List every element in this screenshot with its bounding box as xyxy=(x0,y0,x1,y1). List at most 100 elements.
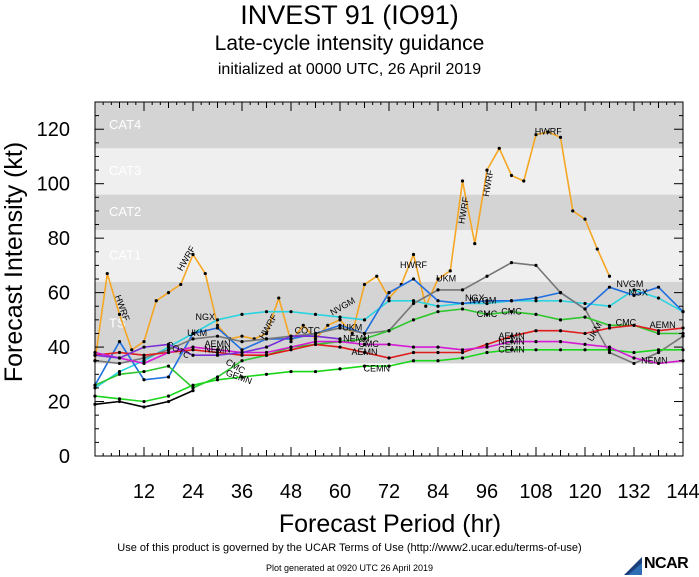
data-point-nvgm xyxy=(387,299,391,303)
data-point-gemn xyxy=(166,399,171,404)
model-label-ngx: NGX xyxy=(195,312,215,322)
data-point-ngx xyxy=(117,340,122,344)
band-cat2 xyxy=(95,194,683,230)
data-point-nvgm xyxy=(338,315,342,319)
data-point-nemn xyxy=(558,340,563,344)
data-point-nemn xyxy=(656,361,661,366)
data-point-gemn xyxy=(117,399,122,404)
data-point-aemn xyxy=(607,326,612,330)
data-point-nemn xyxy=(632,356,636,360)
data-point-aemn xyxy=(485,342,489,346)
data-point-hwrf xyxy=(338,318,342,322)
data-point-hwrf xyxy=(203,271,207,276)
data-point-aemn xyxy=(338,345,342,349)
data-point-hwrf xyxy=(375,274,379,278)
data-point-nemn xyxy=(607,345,612,349)
data-point-cemn xyxy=(240,375,244,379)
data-point-cemn xyxy=(289,369,293,374)
model-label-hwrf: HWRF xyxy=(456,196,471,225)
data-point-cemn xyxy=(436,359,440,363)
data-point-aemn xyxy=(142,353,146,357)
data-point-nemn xyxy=(362,342,367,346)
model-label-ukm: UKM xyxy=(342,323,362,333)
data-point-hwrf xyxy=(571,209,575,213)
data-point-aemn xyxy=(362,350,367,355)
data-point-nemn xyxy=(534,340,538,344)
data-point-cotc xyxy=(264,345,269,349)
data-point-hwrf xyxy=(105,271,109,276)
data-point-hwrf xyxy=(558,135,563,139)
x-tick-label: 108 xyxy=(519,481,552,503)
data-point-nvgm xyxy=(117,369,122,374)
data-point-cmc xyxy=(460,307,465,311)
data-point-aemn xyxy=(558,329,563,333)
data-point-nemn xyxy=(166,350,171,355)
data-point-ukm xyxy=(485,274,489,278)
data-point-hwrf xyxy=(387,296,391,300)
data-point-cotc xyxy=(313,334,318,338)
data-point-ngx xyxy=(460,301,465,306)
model-label-cotc: COTC xyxy=(295,325,321,335)
data-point-ngx xyxy=(215,326,220,330)
model-label-nvgm: NVGM xyxy=(616,279,643,289)
data-point-ukm xyxy=(191,337,195,341)
data-point-aemn xyxy=(215,350,220,355)
y-tick-label: 20 xyxy=(48,392,70,414)
data-point-hwrf xyxy=(130,348,134,352)
data-point-hwrf xyxy=(350,331,354,336)
data-point-nvgm xyxy=(558,299,563,303)
data-point-cemn xyxy=(485,350,489,355)
band-label-cat2: CAT2 xyxy=(109,204,141,219)
data-point-aemn xyxy=(313,342,318,346)
data-point-nvgm xyxy=(313,312,318,316)
data-point-cemn xyxy=(656,348,661,352)
data-point-ukm xyxy=(534,263,538,267)
data-point-aemn xyxy=(117,350,122,355)
data-point-hwrf xyxy=(607,274,612,278)
data-point-ngx xyxy=(436,299,440,303)
plot-generated-text: Plot generated at 0920 UTC 26 April 2019 xyxy=(265,563,434,573)
data-point-ukm xyxy=(215,334,220,338)
data-point-hwrf xyxy=(411,252,416,257)
data-point-nvgm xyxy=(534,299,538,303)
data-point-cemn xyxy=(338,367,342,371)
data-point-ukm xyxy=(264,337,269,341)
model-label-nemn: NEMN xyxy=(498,336,525,346)
data-point-cemn xyxy=(411,359,416,363)
data-point-cemn xyxy=(632,350,636,355)
data-point-ukm xyxy=(607,350,612,355)
data-point-hwrf xyxy=(436,277,440,281)
data-point-nemn xyxy=(215,348,220,352)
data-point-hwrf xyxy=(313,337,318,341)
data-point-ukm xyxy=(166,348,171,352)
model-label-aemn: AEMN xyxy=(650,320,676,330)
data-point-hwrf xyxy=(264,331,269,336)
data-point-ukm xyxy=(362,331,367,336)
ncar-logo: NCAR xyxy=(622,553,699,577)
data-point-aemn xyxy=(656,329,661,333)
series-nemn xyxy=(93,340,685,366)
data-point-nvgm xyxy=(607,304,612,308)
data-point-hwrf xyxy=(289,340,293,344)
data-point-cotc xyxy=(117,356,122,360)
data-point-ukm xyxy=(411,301,416,306)
x-tick-label: 120 xyxy=(568,481,601,503)
data-point-nvgm xyxy=(142,359,146,363)
chart-init-time: initialized at 0000 UTC, 26 April 2019 xyxy=(217,61,482,78)
data-point-hwrf xyxy=(448,269,452,273)
model-label-nvgm: NVGM xyxy=(469,296,496,306)
data-point-aemn xyxy=(509,334,514,338)
series-gemn xyxy=(93,389,195,409)
model-label-aemn: AEMN xyxy=(351,347,377,357)
data-point-hwrf xyxy=(534,133,538,137)
model-label-cmc: CMC xyxy=(358,339,379,349)
data-point-nemn xyxy=(460,348,465,352)
data-point-nvgm xyxy=(485,301,489,306)
data-point-aemn xyxy=(534,329,538,333)
band-label-cat3: CAT3 xyxy=(109,163,141,178)
y-tick-label: 80 xyxy=(48,228,70,250)
y-axis-label: Forecast Intensity (kt) xyxy=(0,142,28,382)
data-point-ngx xyxy=(289,337,293,341)
data-point-aemn xyxy=(264,353,269,357)
data-point-ukm xyxy=(313,331,318,336)
